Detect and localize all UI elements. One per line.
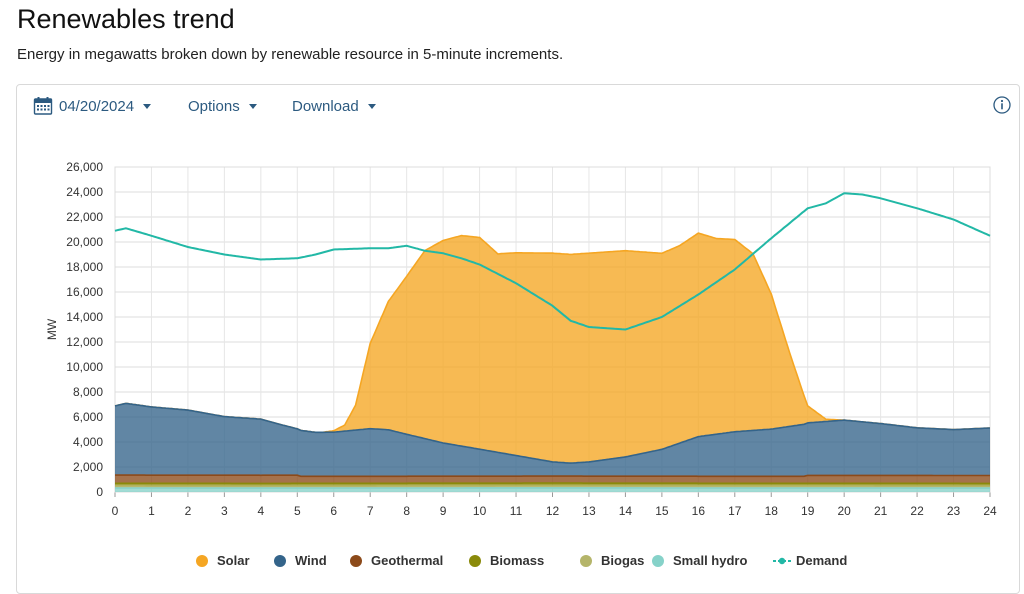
x-tick-label: 13: [582, 504, 596, 518]
y-tick-label: 22,000: [66, 210, 103, 224]
legend-swatch: [350, 555, 362, 567]
y-tick-label: 20,000: [66, 235, 103, 249]
x-tick-label: 23: [947, 504, 961, 518]
y-tick-label: 12,000: [66, 335, 103, 349]
y-tick-label: 4,000: [73, 435, 103, 449]
y-tick-label: 14,000: [66, 310, 103, 324]
x-tick-label: 17: [728, 504, 742, 518]
x-tick-label: 16: [692, 504, 706, 518]
y-tick-label: 26,000: [66, 160, 103, 174]
legend-swatch: [469, 555, 481, 567]
y-tick-label: 18,000: [66, 260, 103, 274]
y-tick-label: 16,000: [66, 285, 103, 299]
legend-item-demand[interactable]: Demand: [773, 553, 847, 568]
renewables-chart: 0 2,000 4,000 6,000 8,000 10,000 12,000 14,000 1…: [0, 0, 1024, 540]
x-tick-label: 1: [148, 504, 155, 518]
x-tick-label: 8: [403, 504, 410, 518]
x-tick-label: 5: [294, 504, 301, 518]
legend-label: Wind: [295, 553, 327, 568]
x-tick-label: 9: [440, 504, 447, 518]
x-tick-label: 21: [874, 504, 888, 518]
legend-swatch: [652, 555, 664, 567]
legend-label: Geothermal: [371, 553, 443, 568]
legend-item-solar[interactable]: Solar: [196, 553, 250, 568]
legend-swatch: [196, 555, 208, 567]
legend-swatch: [580, 555, 592, 567]
y-tick-label: 8,000: [73, 385, 103, 399]
legend-label: Biomass: [490, 553, 544, 568]
legend-swatch: [274, 555, 286, 567]
x-tick-label: 20: [837, 504, 851, 518]
y-tick-label: 6,000: [73, 410, 103, 424]
x-tick-label: 6: [330, 504, 337, 518]
x-tick-label: 18: [765, 504, 779, 518]
x-tick-label: 0: [112, 504, 119, 518]
legend-label: Small hydro: [673, 553, 747, 568]
legend-item-geothermal[interactable]: Geothermal: [350, 553, 443, 568]
x-tick-label: 24: [983, 504, 997, 518]
x-tick-label: 7: [367, 504, 374, 518]
y-tick-label: 0: [96, 485, 103, 499]
legend-swatch: [773, 555, 791, 567]
x-tick-label: 22: [910, 504, 924, 518]
legend-label: Biogas: [601, 553, 644, 568]
x-tick-label: 10: [473, 504, 487, 518]
legend-item-small-hydro[interactable]: Small hydro: [652, 553, 747, 568]
x-tick-label: 4: [257, 504, 264, 518]
y-tick-label: 10,000: [66, 360, 103, 374]
y-tick-label: 2,000: [73, 460, 103, 474]
x-tick-label: 12: [546, 504, 560, 518]
x-tick-label: 19: [801, 504, 815, 518]
legend-item-biomass[interactable]: Biomass: [469, 553, 544, 568]
x-tick-label: 14: [619, 504, 633, 518]
chart-legend: Solar Wind Geothermal Biomass Biogas Small hy…: [0, 553, 1024, 569]
legend-label: Solar: [217, 553, 250, 568]
x-tick-label: 3: [221, 504, 228, 518]
legend-item-biogas[interactable]: Biogas: [580, 553, 644, 568]
x-tick-label: 15: [655, 504, 669, 518]
y-tick-label: 24,000: [66, 185, 103, 199]
legend-label: Demand: [796, 553, 847, 568]
x-tick-label: 11: [510, 504, 523, 518]
legend-item-wind[interactable]: Wind: [274, 553, 327, 568]
y-axis-title: MW: [45, 318, 59, 340]
x-tick-label: 2: [185, 504, 192, 518]
